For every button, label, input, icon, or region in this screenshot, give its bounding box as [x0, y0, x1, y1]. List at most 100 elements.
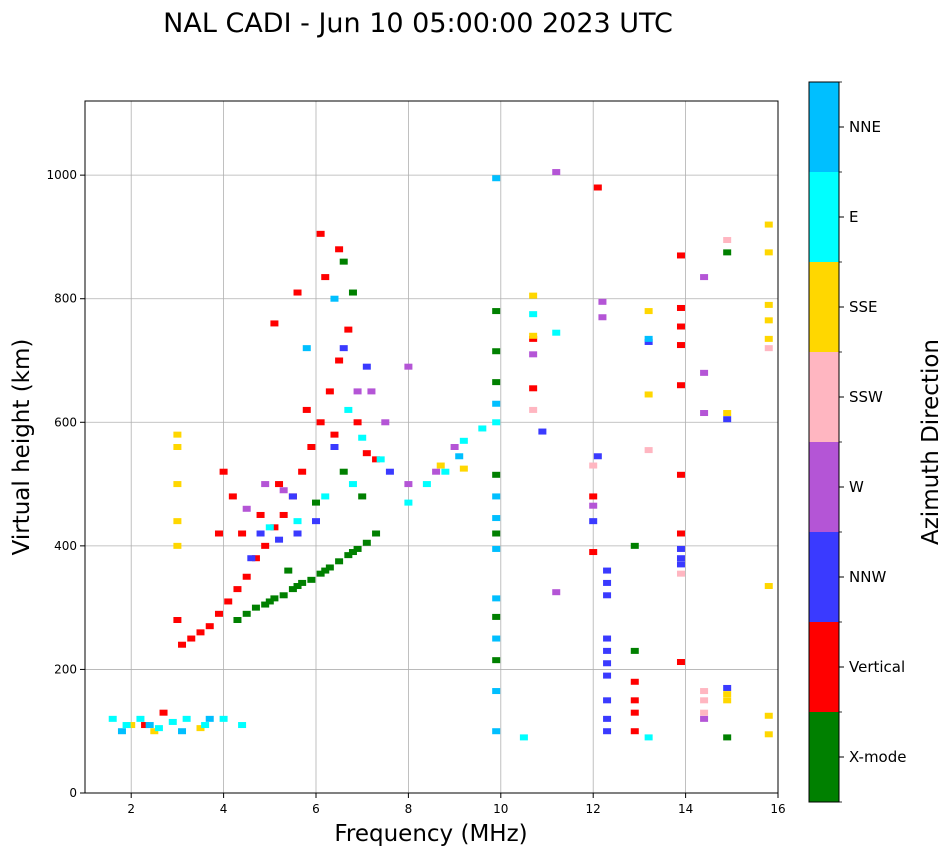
point-ssw [676, 570, 685, 577]
point-nnw [385, 468, 394, 475]
point-w [242, 505, 251, 512]
point-sse [723, 410, 732, 417]
point-e [321, 493, 330, 500]
point-vertical [228, 493, 237, 500]
point-vertical [261, 542, 270, 549]
point-nnw [603, 567, 612, 574]
point-e [441, 468, 450, 475]
point-vertical [302, 406, 311, 413]
point-nne [302, 345, 311, 352]
point-x-mode [492, 657, 501, 664]
point-x-mode [270, 595, 279, 602]
point-vertical [178, 641, 187, 648]
colorbar-label-e: E [849, 208, 858, 226]
y-axis-label: Virtual height (km) [9, 339, 35, 556]
colorbar-swatch-e [809, 172, 839, 262]
point-nnw [603, 728, 612, 735]
point-e [519, 734, 528, 741]
colorbar-swatch-sse [809, 262, 839, 352]
point-sse [644, 391, 653, 398]
point-nne [492, 515, 501, 522]
y-axis-ticks: 0 200 400 600 800 1000 [46, 168, 85, 800]
point-e [201, 722, 210, 729]
point-sse [764, 221, 773, 228]
point-sse [764, 335, 773, 342]
point-vertical [362, 450, 371, 457]
point-x-mode [348, 289, 357, 296]
point-nnw [288, 493, 297, 500]
point-e [404, 499, 413, 506]
point-nnw [603, 592, 612, 599]
point-w [598, 298, 607, 305]
point-sse [529, 292, 538, 299]
point-e [644, 734, 653, 741]
point-w [353, 388, 362, 395]
point-vertical [224, 598, 233, 605]
point-vertical [335, 357, 344, 364]
point-nnw [538, 428, 547, 435]
point-x-mode [284, 567, 293, 574]
point-x-mode [298, 579, 307, 586]
point-e [358, 434, 367, 441]
point-nnw [256, 530, 265, 537]
point-ssw [764, 345, 773, 352]
point-w [529, 351, 538, 358]
point-vertical [279, 511, 288, 518]
point-e [154, 725, 163, 732]
point-nnw [644, 338, 653, 345]
x-tick-label: 16 [770, 802, 785, 816]
point-nnw [676, 545, 685, 552]
point-x-mode [265, 598, 274, 605]
point-e [529, 311, 538, 318]
point-vertical [676, 323, 685, 330]
point-vertical [529, 335, 538, 342]
point-sse [173, 431, 182, 438]
y-tick-label: 800 [54, 292, 77, 306]
point-vertical [275, 481, 284, 488]
point-sse [764, 249, 773, 256]
point-nnw [247, 555, 256, 562]
point-vertical [589, 549, 598, 556]
point-x-mode [353, 545, 362, 552]
point-nnw [603, 647, 612, 654]
point-vertical [325, 388, 334, 395]
point-w [700, 274, 709, 281]
plot-frame [84, 100, 779, 794]
point-nnw [330, 444, 339, 450]
point-sse [173, 444, 182, 450]
point-w [404, 481, 413, 488]
point-nne [145, 722, 154, 729]
point-vertical [214, 530, 223, 537]
point-vertical [676, 382, 685, 389]
point-x-mode [358, 493, 367, 500]
point-e [459, 437, 468, 444]
point-nnw [723, 684, 732, 691]
point-e [492, 419, 501, 426]
point-sse [764, 583, 773, 590]
point-vertical [630, 697, 639, 704]
point-x-mode [723, 734, 732, 741]
point-e [376, 456, 385, 463]
point-vertical [256, 511, 265, 518]
chart-title: NAL CADI - Jun 10 05:00:00 2023 UTC [163, 8, 673, 39]
x-tick-label: 14 [678, 802, 693, 816]
point-x-mode [372, 530, 381, 537]
point-vertical [298, 468, 307, 475]
y-tick-label: 400 [54, 539, 77, 553]
x-tick-label: 2 [127, 802, 135, 816]
point-nnw [339, 345, 348, 352]
point-nnw [676, 561, 685, 568]
point-ssw [529, 406, 538, 413]
point-x-mode [293, 583, 302, 590]
x-axis-label: Frequency (MHz) [334, 821, 527, 847]
colorbar-swatch-vertical [809, 622, 839, 712]
point-nnw [603, 697, 612, 704]
point-w [381, 419, 390, 426]
point-vertical [593, 184, 602, 191]
point-vertical [630, 728, 639, 735]
point-vertical [676, 304, 685, 311]
point-vertical [214, 610, 223, 617]
point-vertical [307, 444, 316, 450]
